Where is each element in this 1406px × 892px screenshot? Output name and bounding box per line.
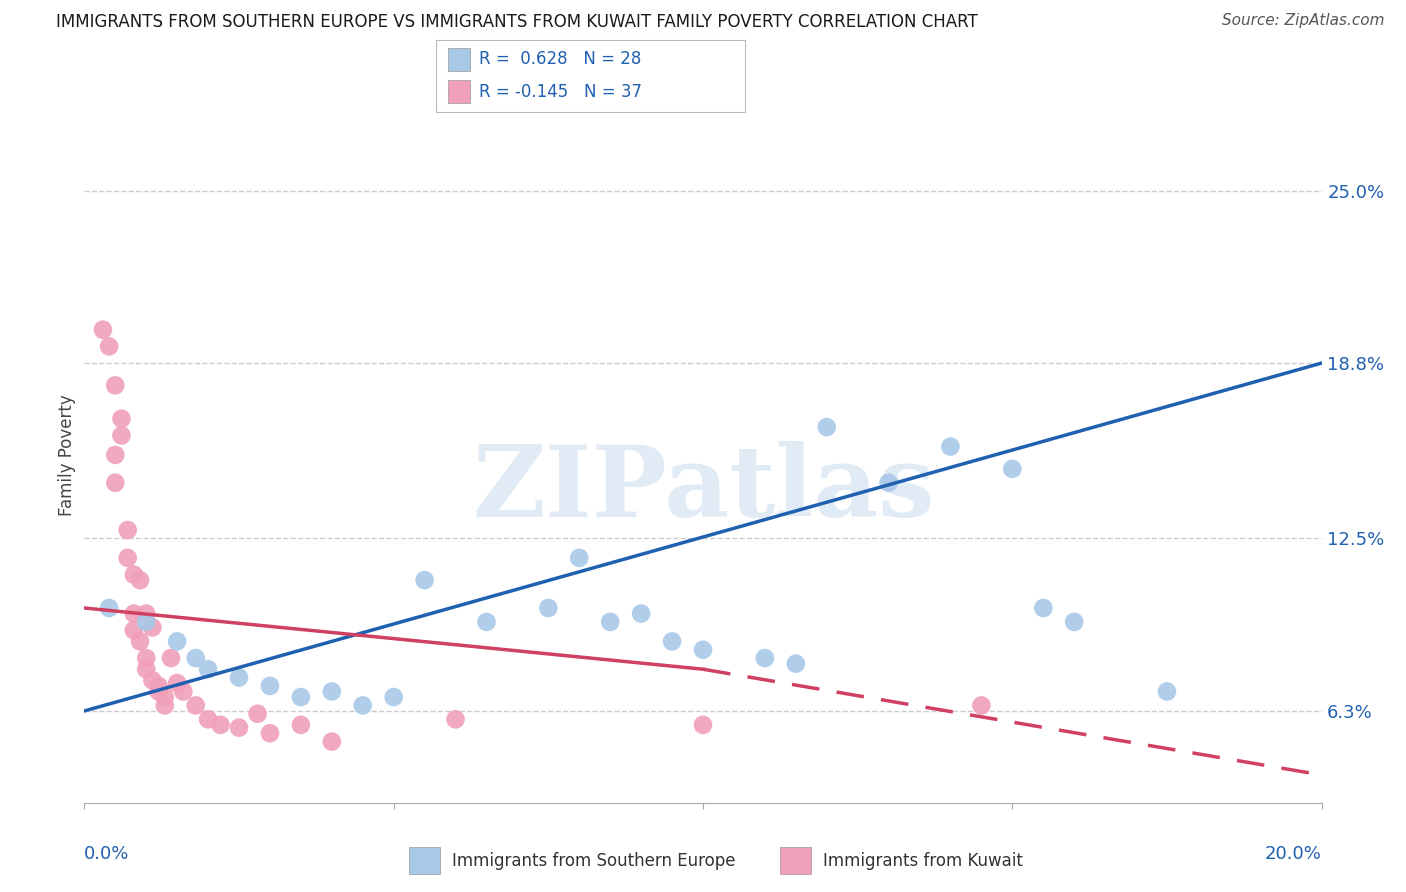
Point bbox=[228, 721, 250, 735]
Point bbox=[197, 712, 219, 726]
Point bbox=[197, 662, 219, 676]
Point bbox=[1063, 615, 1085, 629]
Text: Immigrants from Southern Europe: Immigrants from Southern Europe bbox=[451, 852, 735, 870]
Point bbox=[692, 718, 714, 732]
Point bbox=[537, 601, 560, 615]
Point bbox=[413, 573, 436, 587]
Point bbox=[135, 651, 157, 665]
Point bbox=[352, 698, 374, 713]
Point bbox=[444, 712, 467, 726]
Point bbox=[815, 420, 838, 434]
Bar bbox=[409, 847, 440, 874]
Point bbox=[160, 651, 183, 665]
Point bbox=[166, 676, 188, 690]
Point bbox=[1032, 601, 1054, 615]
Point bbox=[246, 706, 269, 721]
Bar bbox=[780, 847, 811, 874]
Point bbox=[129, 573, 152, 587]
Point bbox=[122, 607, 145, 621]
Point bbox=[110, 428, 132, 442]
Text: R =  0.628   N = 28: R = 0.628 N = 28 bbox=[479, 51, 641, 69]
Point bbox=[1001, 462, 1024, 476]
Point bbox=[939, 440, 962, 454]
Y-axis label: Family Poverty: Family Poverty bbox=[58, 394, 76, 516]
Point bbox=[1156, 684, 1178, 698]
Point bbox=[153, 698, 176, 713]
Point bbox=[290, 690, 312, 704]
Point bbox=[117, 523, 139, 537]
Point bbox=[166, 634, 188, 648]
Text: 20.0%: 20.0% bbox=[1265, 845, 1322, 863]
Point bbox=[117, 550, 139, 565]
Point bbox=[172, 684, 194, 698]
Point bbox=[110, 411, 132, 425]
Point bbox=[228, 671, 250, 685]
Point bbox=[148, 684, 170, 698]
Point bbox=[104, 448, 127, 462]
Bar bbox=[449, 48, 470, 70]
Point bbox=[321, 684, 343, 698]
Point bbox=[135, 615, 157, 629]
Point bbox=[209, 718, 232, 732]
Point bbox=[184, 698, 207, 713]
Point bbox=[122, 567, 145, 582]
Text: ZIPatlas: ZIPatlas bbox=[472, 442, 934, 538]
Point bbox=[135, 662, 157, 676]
Point bbox=[148, 679, 170, 693]
Point bbox=[153, 690, 176, 704]
Point bbox=[661, 634, 683, 648]
Point bbox=[98, 339, 121, 353]
Point bbox=[692, 642, 714, 657]
Point bbox=[259, 726, 281, 740]
Bar bbox=[449, 80, 470, 103]
Point bbox=[141, 673, 163, 688]
Point bbox=[129, 634, 152, 648]
Text: Immigrants from Kuwait: Immigrants from Kuwait bbox=[823, 852, 1022, 870]
Point bbox=[630, 607, 652, 621]
Point bbox=[104, 475, 127, 490]
Point bbox=[475, 615, 498, 629]
Text: IMMIGRANTS FROM SOUTHERN EUROPE VS IMMIGRANTS FROM KUWAIT FAMILY POVERTY CORRELA: IMMIGRANTS FROM SOUTHERN EUROPE VS IMMIG… bbox=[56, 13, 979, 31]
Text: R = -0.145   N = 37: R = -0.145 N = 37 bbox=[479, 83, 643, 101]
Point bbox=[122, 624, 145, 638]
Point bbox=[91, 323, 114, 337]
Point bbox=[970, 698, 993, 713]
Point bbox=[599, 615, 621, 629]
Point bbox=[382, 690, 405, 704]
Point bbox=[568, 550, 591, 565]
Point bbox=[141, 620, 163, 634]
Point bbox=[259, 679, 281, 693]
Point bbox=[135, 607, 157, 621]
Text: Source: ZipAtlas.com: Source: ZipAtlas.com bbox=[1222, 13, 1385, 29]
Point bbox=[104, 378, 127, 392]
Point bbox=[290, 718, 312, 732]
Point bbox=[754, 651, 776, 665]
Point bbox=[321, 734, 343, 748]
Text: 0.0%: 0.0% bbox=[84, 845, 129, 863]
Point bbox=[785, 657, 807, 671]
Point bbox=[98, 601, 121, 615]
Point bbox=[877, 475, 900, 490]
Point bbox=[184, 651, 207, 665]
